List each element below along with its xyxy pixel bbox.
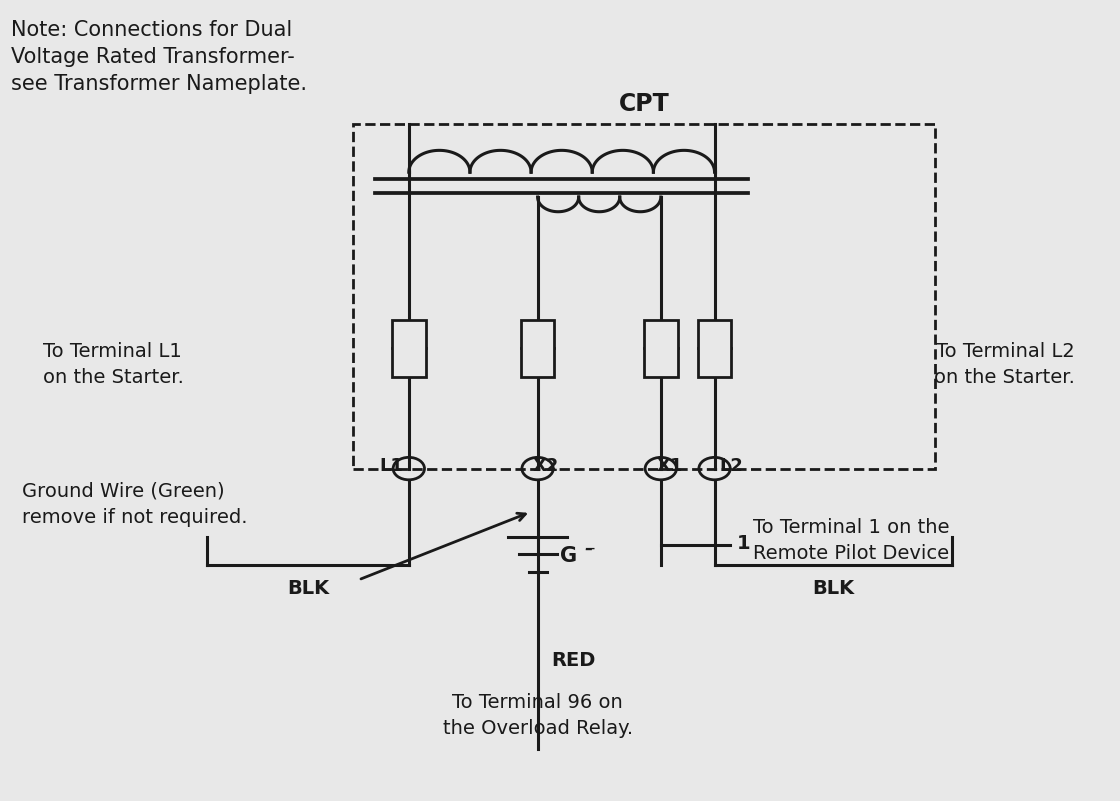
Text: G: G	[560, 546, 577, 566]
Text: To Terminal L1
on the Starter.: To Terminal L1 on the Starter.	[43, 342, 184, 387]
Text: –: –	[585, 542, 592, 557]
Text: X2: X2	[533, 457, 560, 475]
Text: To Terminal 1 on the
Remote Pilot Device.: To Terminal 1 on the Remote Pilot Device…	[753, 518, 955, 563]
Bar	[353, 124, 935, 469]
Bar	[392, 320, 426, 377]
Text: X1: X1	[656, 457, 683, 475]
Text: RED: RED	[551, 651, 596, 670]
Text: CPT: CPT	[618, 92, 670, 116]
Text: To Terminal 96 on
the Overload Relay.: To Terminal 96 on the Overload Relay.	[442, 693, 633, 739]
Text: Ground Wire (Green)
remove if not required.: Ground Wire (Green) remove if not requir…	[22, 482, 248, 527]
Text: BLK: BLK	[287, 579, 329, 598]
Text: To Terminal L2
on the Starter.: To Terminal L2 on the Starter.	[934, 342, 1075, 387]
Bar	[644, 320, 678, 377]
Text: 1: 1	[737, 533, 750, 553]
Text: Note: Connections for Dual
Voltage Rated Transformer-
see Transformer Nameplate.: Note: Connections for Dual Voltage Rated…	[11, 20, 307, 95]
Text: L1: L1	[380, 457, 403, 475]
Text: ‾: ‾	[585, 546, 592, 564]
Text: BLK: BLK	[812, 579, 855, 598]
Bar	[698, 320, 731, 377]
Text: L2: L2	[719, 457, 743, 475]
Bar	[521, 320, 554, 377]
